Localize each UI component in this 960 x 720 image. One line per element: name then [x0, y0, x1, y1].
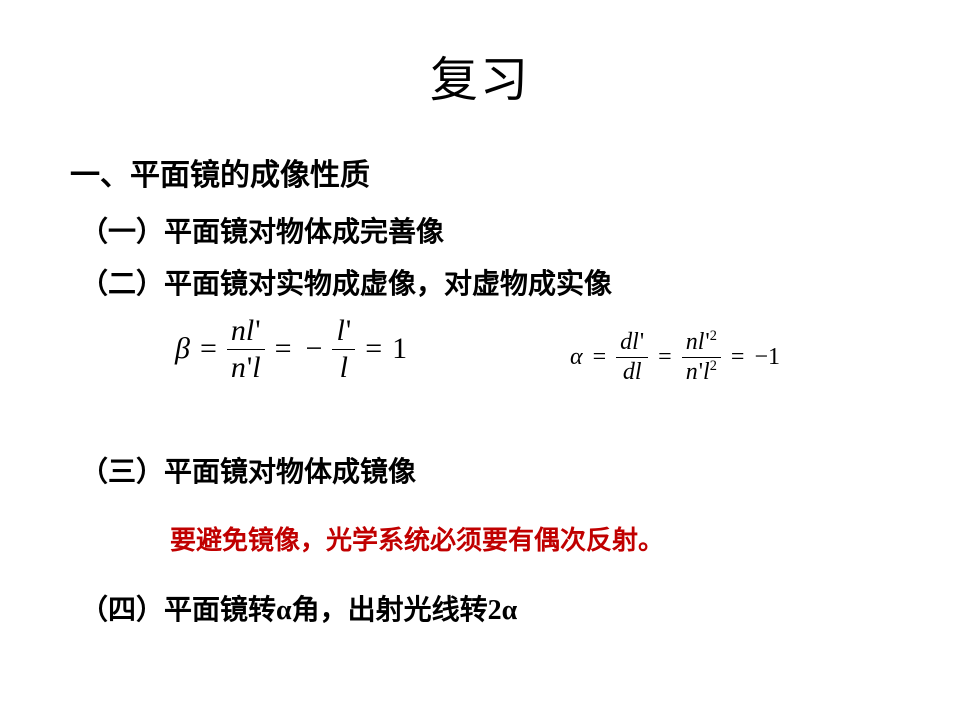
minus-sign: −	[302, 332, 327, 366]
alpha-symbol: α	[570, 344, 583, 371]
alpha-result: −1	[754, 344, 780, 371]
point-3: （三）平面镜对物体成镜像	[80, 450, 416, 490]
beta-frac1: nl' n'l	[227, 315, 265, 383]
equals-sign: =	[196, 332, 221, 366]
point-1: （一）平面镜对物体成完善像	[80, 210, 444, 250]
alpha-frac1: dl' dl	[616, 330, 648, 385]
alpha-frac2: nl'2 n'l2	[682, 330, 721, 385]
section-heading: 一、平面镜的成像性质	[70, 150, 370, 194]
beta-result: 1	[392, 332, 407, 366]
equals-sign: =	[361, 332, 386, 366]
slide: 复习 一、平面镜的成像性质 （一）平面镜对物体成完善像 （二）平面镜对实物成虚像…	[0, 0, 960, 720]
note-red: 要避免镜像，光学系统必须要有偶次反射。	[170, 520, 664, 557]
equals-sign: =	[727, 344, 749, 371]
slide-title: 复习	[0, 40, 960, 110]
equation-alpha: α = dl' dl = nl'2 n'l2 = −1	[570, 330, 780, 385]
equals-sign: =	[271, 332, 296, 366]
point-4: （四）平面镜转α角，出射光线转2α	[80, 588, 517, 628]
equals-sign: =	[589, 344, 611, 371]
point-2: （二）平面镜对实物成虚像，对虚物成实像	[80, 262, 612, 302]
equals-sign: =	[654, 344, 676, 371]
beta-frac2: l' l	[332, 315, 355, 383]
beta-symbol: β	[175, 332, 190, 366]
equation-beta: β = nl' n'l = − l' l = 1	[175, 315, 407, 383]
